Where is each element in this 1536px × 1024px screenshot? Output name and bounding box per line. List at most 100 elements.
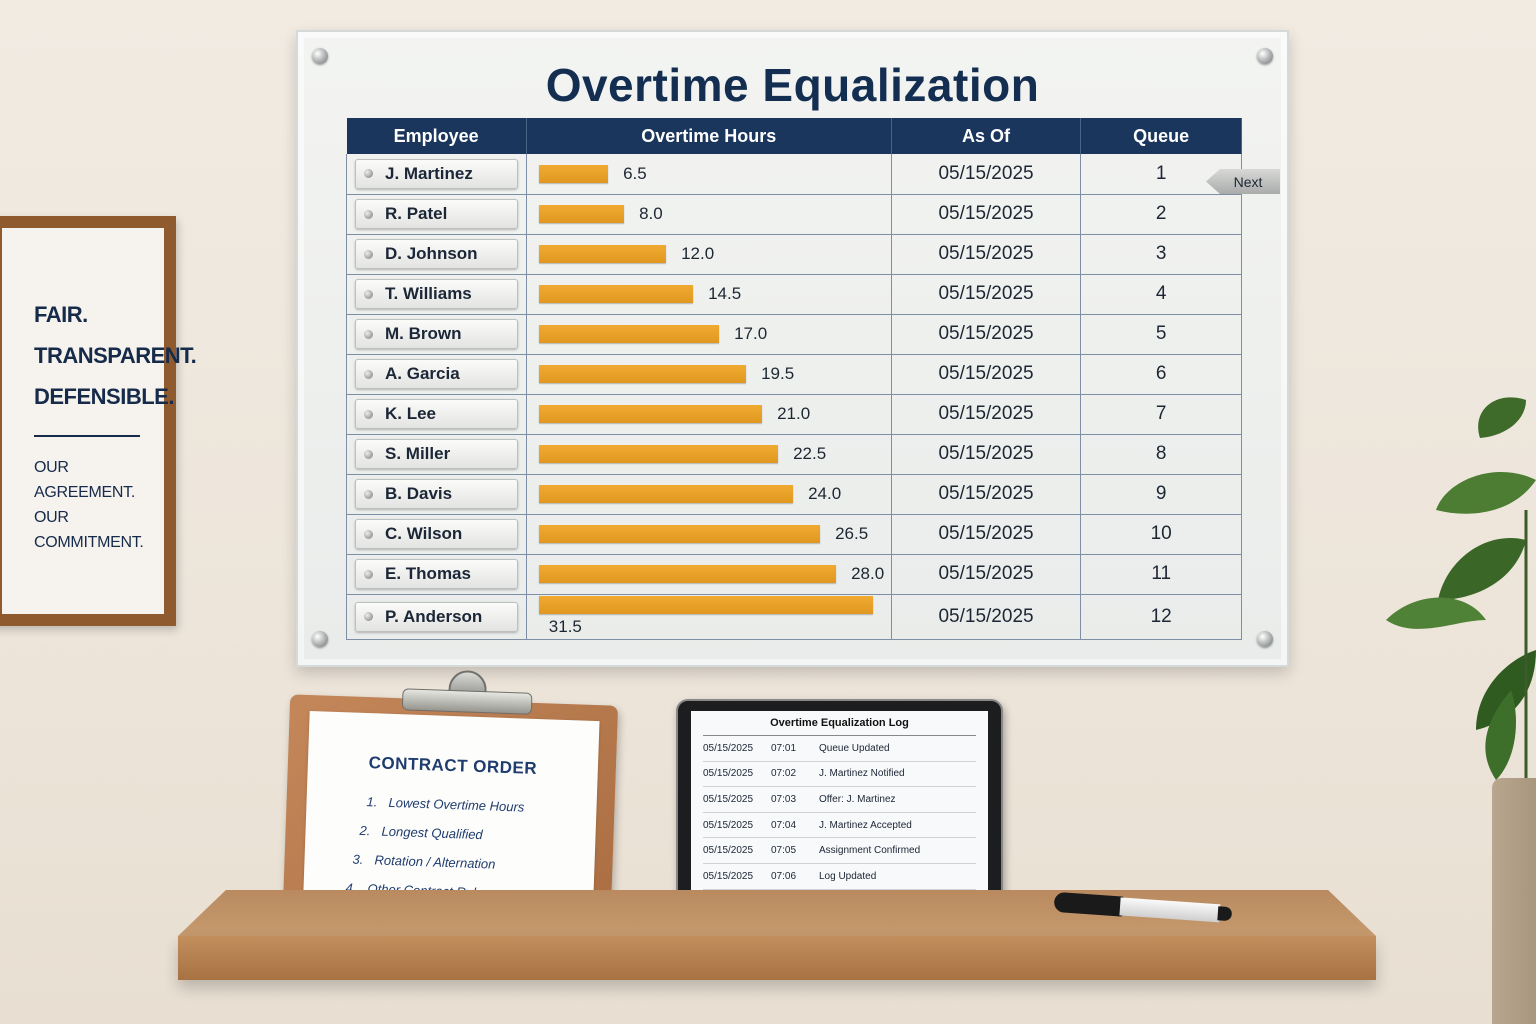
potted-plant xyxy=(1376,390,1536,1024)
as-of-cell: 05/15/2025 xyxy=(891,234,1082,275)
log-event: Offer: J. Martinez xyxy=(819,793,896,805)
magnet-icon xyxy=(364,289,373,299)
item-number: 3. xyxy=(352,851,364,867)
item-text: Rotation / Alternation xyxy=(374,852,496,872)
employee-name: R. Patel xyxy=(385,204,448,223)
employee-name: J. Martinez xyxy=(385,163,473,183)
employee-name: C. Wilson xyxy=(385,524,463,543)
header-as-of: As Of xyxy=(891,118,1082,154)
log-date: 05/15/2025 xyxy=(703,870,754,882)
magnet-icon xyxy=(364,409,373,419)
magnet-icon xyxy=(364,529,373,539)
employee-cell: C. Wilson xyxy=(346,514,527,555)
employee-cell: T. Williams xyxy=(346,274,527,315)
as-of-cell: 05/15/2025 xyxy=(891,354,1082,395)
table-row: P. Anderson 31.5 05/15/2025 12 xyxy=(346,594,1242,640)
employee-cell: M. Brown xyxy=(346,314,527,355)
hours-bar xyxy=(538,364,746,383)
log-date: 05/15/2025 xyxy=(703,793,754,805)
as-of-cell: 05/15/2025 xyxy=(891,394,1082,435)
hours-cell: 22.5 xyxy=(526,434,892,475)
queue-cell: 12 xyxy=(1080,594,1242,640)
screw-icon xyxy=(312,48,328,64)
employee-name-tag: J. Martinez xyxy=(355,158,518,189)
magnet-icon xyxy=(364,329,373,339)
hours-bar xyxy=(538,524,820,543)
employee-name-tag: E. Thomas xyxy=(355,559,518,589)
as-of-cell: 05/15/2025 xyxy=(891,154,1082,195)
employee-name-tag: B. Davis xyxy=(355,479,518,509)
clipboard-clip-icon xyxy=(401,668,533,715)
log-date: 05/15/2025 xyxy=(703,845,754,857)
log-time: 07:01 xyxy=(771,742,797,754)
employee-cell: J. Martinez xyxy=(346,154,527,195)
table-row: K. Lee 21.0 05/15/2025 7 xyxy=(346,394,1242,435)
queue-cell: 11 xyxy=(1080,554,1242,595)
employee-name-tag: P. Anderson xyxy=(355,601,518,632)
table-row: T. Williams 14.5 05/15/2025 4 xyxy=(346,274,1242,315)
log-time: 07:04 xyxy=(771,819,797,831)
hours-bar xyxy=(538,564,836,583)
magnet-icon xyxy=(364,449,373,459)
hours-value: 22.5 xyxy=(793,443,827,463)
as-of-cell: 05/15/2025 xyxy=(891,314,1082,355)
employee-cell: P. Anderson xyxy=(346,594,527,640)
next-marker-tag: Next xyxy=(1206,169,1280,194)
hours-cell: 17.0 xyxy=(526,314,892,355)
log-list: 05/15/2025 07:01 Queue Updated 05/15/2025 07… xyxy=(703,736,976,890)
hours-value: 12.0 xyxy=(681,243,715,263)
hours-value: 19.5 xyxy=(761,363,795,383)
hours-bar xyxy=(538,444,778,463)
employee-name: K. Lee xyxy=(385,404,437,423)
hours-value: 28.0 xyxy=(851,563,885,583)
poster-line-defensible: DEFENSIBLE. xyxy=(34,384,174,409)
employee-name: T. Williams xyxy=(385,284,472,303)
log-entry: 05/15/2025 07:02 J. Martinez Notified xyxy=(703,762,976,788)
queue-cell: 10 xyxy=(1080,514,1242,555)
as-of-cell: 05/15/2025 xyxy=(891,514,1082,555)
log-entry: 05/15/2025 07:06 Log Updated xyxy=(703,864,976,890)
tablet: Overtime Equalization Log 05/15/2025 07:0… xyxy=(676,699,1003,912)
board-title: Overtime Equalization xyxy=(545,59,1040,111)
hours-bar xyxy=(538,596,873,615)
poster-small-line: OUR xyxy=(34,509,69,526)
employee-cell: E. Thomas xyxy=(346,554,527,595)
employee-name: A. Garcia xyxy=(385,364,460,383)
shelf-front xyxy=(178,936,1376,980)
table-row: S. Miller 22.5 05/15/2025 8 xyxy=(346,434,1242,475)
log-entry: 05/15/2025 07:05 Assignment Confirmed xyxy=(703,838,976,864)
hours-cell: 12.0 xyxy=(526,234,892,275)
log-time: 07:03 xyxy=(771,793,797,805)
employee-name: M. Brown xyxy=(385,324,462,343)
log-time: 07:02 xyxy=(771,768,797,780)
queue-cell: 5 xyxy=(1080,314,1242,355)
employee-name-tag: M. Brown xyxy=(355,319,518,349)
employee-cell: S. Miller xyxy=(346,434,527,475)
plant-leaves-icon xyxy=(1386,397,1536,790)
employee-name: P. Anderson xyxy=(385,606,483,626)
employee-cell: A. Garcia xyxy=(346,354,527,395)
queue-cell: 6 xyxy=(1080,354,1242,395)
hours-bar xyxy=(538,244,666,263)
header-queue: Queue xyxy=(1080,118,1242,154)
hours-bar xyxy=(538,484,793,503)
queue-cell: 7 xyxy=(1080,394,1242,435)
magnet-icon xyxy=(364,169,373,179)
magnet-icon xyxy=(364,569,373,579)
hours-value: 31.5 xyxy=(548,617,582,637)
hours-bar xyxy=(538,284,693,303)
log-time: 07:06 xyxy=(771,870,797,882)
screw-icon xyxy=(1257,48,1273,64)
poster-small-line: AGREEMENT. xyxy=(34,484,136,501)
table-row: E. Thomas 28.0 05/15/2025 11 xyxy=(346,554,1242,595)
screw-icon xyxy=(312,631,328,647)
employee-name-tag: S. Miller xyxy=(355,439,518,469)
plant-pot xyxy=(1492,778,1536,1024)
table-row: C. Wilson 26.5 05/15/2025 10 xyxy=(346,514,1242,555)
employee-cell: D. Johnson xyxy=(346,234,527,275)
tablet-screen: Overtime Equalization Log 05/15/2025 07:0… xyxy=(691,711,988,900)
queue-cell: 4 xyxy=(1080,274,1242,315)
employee-cell: R. Patel xyxy=(346,194,527,235)
log-event: J. Martinez Notified xyxy=(819,768,905,780)
as-of-cell: 05/15/2025 xyxy=(891,594,1082,640)
